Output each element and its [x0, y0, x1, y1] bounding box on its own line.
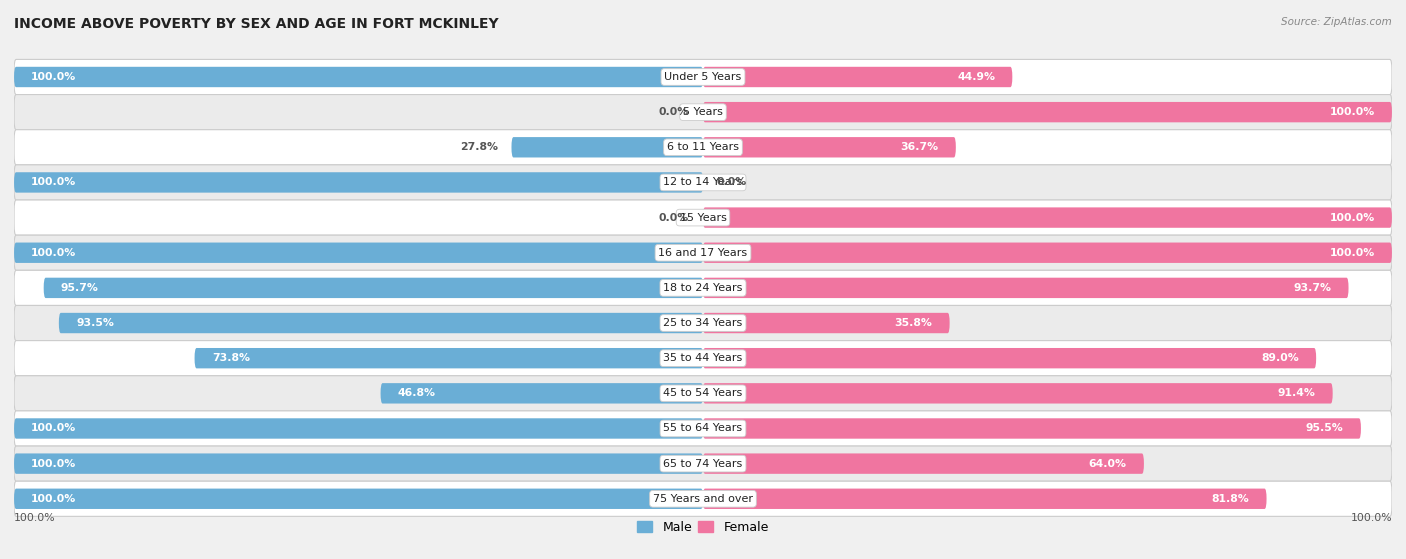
FancyBboxPatch shape	[14, 271, 1392, 305]
FancyBboxPatch shape	[703, 418, 1361, 439]
FancyBboxPatch shape	[703, 102, 1392, 122]
FancyBboxPatch shape	[703, 348, 1316, 368]
FancyBboxPatch shape	[14, 200, 1392, 235]
FancyBboxPatch shape	[14, 67, 703, 87]
Text: 27.8%: 27.8%	[460, 143, 498, 152]
FancyBboxPatch shape	[14, 481, 1392, 517]
Text: 100.0%: 100.0%	[14, 513, 56, 523]
FancyBboxPatch shape	[703, 278, 1348, 298]
FancyBboxPatch shape	[14, 340, 1392, 376]
Text: 89.0%: 89.0%	[1261, 353, 1299, 363]
FancyBboxPatch shape	[194, 348, 703, 368]
FancyBboxPatch shape	[703, 207, 1392, 228]
Text: 0.0%: 0.0%	[659, 107, 689, 117]
Text: 64.0%: 64.0%	[1088, 458, 1126, 468]
Text: 6 to 11 Years: 6 to 11 Years	[666, 143, 740, 152]
FancyBboxPatch shape	[14, 130, 1392, 165]
Text: 35 to 44 Years: 35 to 44 Years	[664, 353, 742, 363]
FancyBboxPatch shape	[703, 453, 1144, 474]
FancyBboxPatch shape	[44, 278, 703, 298]
FancyBboxPatch shape	[14, 453, 703, 474]
FancyBboxPatch shape	[703, 489, 1267, 509]
Text: 100.0%: 100.0%	[31, 177, 76, 187]
Text: 35.8%: 35.8%	[894, 318, 932, 328]
FancyBboxPatch shape	[14, 418, 703, 439]
FancyBboxPatch shape	[14, 94, 1392, 130]
Text: 55 to 64 Years: 55 to 64 Years	[664, 424, 742, 433]
FancyBboxPatch shape	[381, 383, 703, 404]
FancyBboxPatch shape	[14, 489, 703, 509]
Text: 0.0%: 0.0%	[717, 177, 747, 187]
Text: 100.0%: 100.0%	[1350, 513, 1392, 523]
Text: 65 to 74 Years: 65 to 74 Years	[664, 458, 742, 468]
FancyBboxPatch shape	[703, 67, 1012, 87]
FancyBboxPatch shape	[14, 165, 1392, 200]
Text: 12 to 14 Years: 12 to 14 Years	[664, 177, 742, 187]
Text: 100.0%: 100.0%	[31, 424, 76, 433]
Text: 100.0%: 100.0%	[31, 494, 76, 504]
Text: 16 and 17 Years: 16 and 17 Years	[658, 248, 748, 258]
Text: 100.0%: 100.0%	[1330, 107, 1375, 117]
Text: 100.0%: 100.0%	[31, 72, 76, 82]
Text: 18 to 24 Years: 18 to 24 Years	[664, 283, 742, 293]
Text: INCOME ABOVE POVERTY BY SEX AND AGE IN FORT MCKINLEY: INCOME ABOVE POVERTY BY SEX AND AGE IN F…	[14, 17, 499, 31]
Text: 100.0%: 100.0%	[1330, 248, 1375, 258]
Text: 100.0%: 100.0%	[1330, 212, 1375, 222]
Text: 95.7%: 95.7%	[60, 283, 98, 293]
FancyBboxPatch shape	[14, 172, 703, 193]
Text: 46.8%: 46.8%	[398, 389, 436, 399]
FancyBboxPatch shape	[59, 313, 703, 333]
FancyBboxPatch shape	[14, 305, 1392, 340]
Text: Source: ZipAtlas.com: Source: ZipAtlas.com	[1281, 17, 1392, 27]
Text: 44.9%: 44.9%	[957, 72, 995, 82]
FancyBboxPatch shape	[703, 383, 1333, 404]
Text: 0.0%: 0.0%	[659, 212, 689, 222]
Text: 36.7%: 36.7%	[900, 143, 939, 152]
Text: 100.0%: 100.0%	[31, 248, 76, 258]
Text: 73.8%: 73.8%	[212, 353, 250, 363]
FancyBboxPatch shape	[703, 137, 956, 158]
FancyBboxPatch shape	[14, 411, 1392, 446]
Text: 93.7%: 93.7%	[1294, 283, 1331, 293]
FancyBboxPatch shape	[14, 446, 1392, 481]
Legend: Male, Female: Male, Female	[633, 516, 773, 539]
FancyBboxPatch shape	[703, 243, 1392, 263]
FancyBboxPatch shape	[512, 137, 703, 158]
Text: 93.5%: 93.5%	[76, 318, 114, 328]
FancyBboxPatch shape	[14, 243, 703, 263]
Text: 45 to 54 Years: 45 to 54 Years	[664, 389, 742, 399]
Text: 25 to 34 Years: 25 to 34 Years	[664, 318, 742, 328]
FancyBboxPatch shape	[703, 313, 949, 333]
Text: 100.0%: 100.0%	[31, 458, 76, 468]
Text: 95.5%: 95.5%	[1306, 424, 1344, 433]
Text: 91.4%: 91.4%	[1278, 389, 1316, 399]
FancyBboxPatch shape	[14, 376, 1392, 411]
Text: 81.8%: 81.8%	[1212, 494, 1250, 504]
Text: 75 Years and over: 75 Years and over	[652, 494, 754, 504]
Text: 5 Years: 5 Years	[683, 107, 723, 117]
FancyBboxPatch shape	[14, 59, 1392, 94]
FancyBboxPatch shape	[14, 235, 1392, 271]
Text: Under 5 Years: Under 5 Years	[665, 72, 741, 82]
Text: 15 Years: 15 Years	[679, 212, 727, 222]
